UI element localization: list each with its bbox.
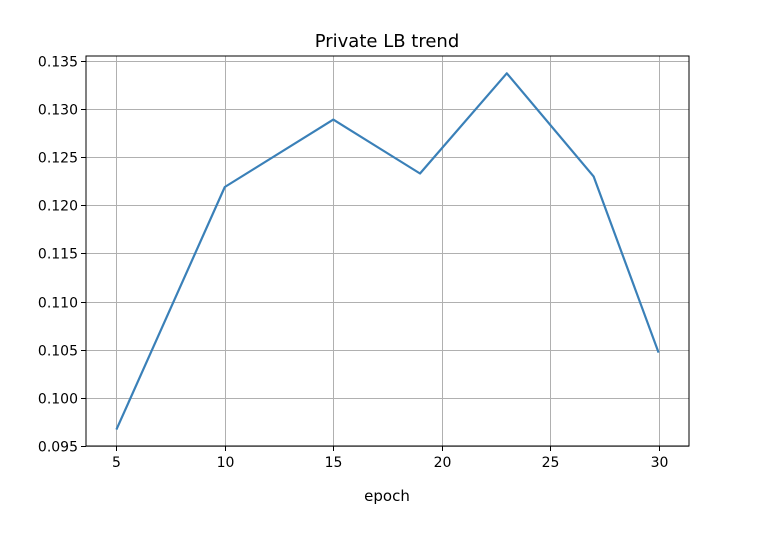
y-tick-label: 0.095	[38, 440, 78, 456]
series-line	[115, 72, 660, 431]
x-tick-label: 30	[651, 455, 669, 471]
chart-title: Private LB trend	[315, 31, 460, 52]
y-tick-label: 0.105	[38, 344, 78, 360]
x-tick-label: 15	[325, 455, 343, 471]
y-axis: 0.095 0.100 0.105 0.110 0.115 0.120 0.125 0.130…	[38, 55, 86, 456]
x-axis: 5 10 15 20 25 30	[112, 446, 668, 471]
x-tick-label: 20	[434, 455, 452, 471]
y-tick-label: 0.115	[38, 247, 78, 263]
y-tick-label: 0.125	[38, 151, 78, 167]
x-axis-label: epoch	[364, 487, 410, 505]
y-tick-label: 0.120	[38, 199, 78, 215]
y-tick-label: 0.110	[38, 296, 78, 312]
y-tick-label: 0.130	[38, 103, 78, 119]
y-tick-label: 0.135	[38, 55, 78, 71]
x-tick-label: 10	[217, 455, 235, 471]
x-tick-label: 25	[542, 455, 560, 471]
x-tick-label: 5	[112, 455, 121, 471]
series-layer	[115, 72, 660, 431]
y-tick-label: 0.100	[38, 392, 78, 408]
plot-frame	[85, 55, 690, 447]
